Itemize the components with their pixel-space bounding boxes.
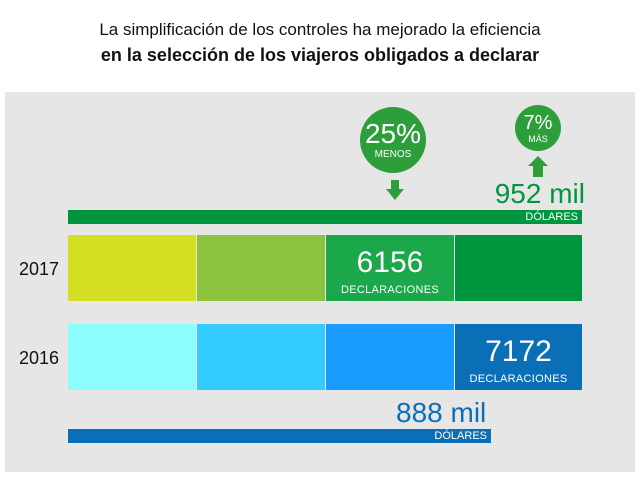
- chart-title-line1: La simplificación de los controles ha me…: [99, 20, 541, 39]
- bar-segment-2016-3: [326, 324, 454, 390]
- bar-segment-2017-2: [197, 235, 325, 301]
- amount-2016: 888 mil: [396, 397, 487, 428]
- year-label-2017: 2017: [19, 259, 60, 279]
- bar-segment-2016-4: [455, 324, 582, 390]
- bar-segment-2017-1: [68, 235, 196, 301]
- increase-bubble: 7% MÁS: [515, 105, 561, 151]
- declaraciones-2017: 6156 DECLARACIONES: [326, 246, 454, 297]
- bar-segment-2017-4: [455, 235, 582, 301]
- chart-title-line2: en la selección de los viajeros obligado…: [100, 45, 540, 65]
- year-label-2016: 2016: [19, 348, 60, 368]
- amount-unit-2017: DÓLARES: [525, 211, 578, 223]
- increase-percent: 7%: [523, 111, 553, 134]
- declaraciones-2016-unit: DECLARACIONES: [469, 373, 568, 385]
- amount-unit-2016: DÓLARES: [434, 430, 487, 442]
- declaraciones-2016: 7172 DECLARACIONES: [455, 335, 582, 386]
- declaraciones-2016-value: 7172: [485, 335, 552, 368]
- bar-segment-2016-2: [197, 324, 325, 390]
- bar-segment-2017-3: [326, 235, 454, 301]
- decrease-percent: 25%: [364, 118, 422, 149]
- chart-panel: 25% MENOS 7% MÁS 952 mil DÓLARES 2017 61…: [5, 92, 635, 472]
- increase-text: MÁS: [528, 133, 548, 144]
- declaraciones-2017-value: 6156: [356, 246, 424, 279]
- decrease-bubble: 25% MENOS: [360, 107, 426, 173]
- bar-segment-2016-1: [68, 324, 196, 390]
- amount-2017: 952 mil: [494, 178, 585, 209]
- arrow-down-icon: [386, 180, 404, 200]
- amount-bar-2016: DÓLARES: [68, 429, 491, 443]
- arrow-up-icon: [528, 156, 548, 177]
- decrease-text: MENOS: [374, 149, 412, 160]
- declaraciones-2017-unit: DECLARACIONES: [340, 284, 440, 296]
- amount-bar-2017: DÓLARES: [68, 210, 582, 224]
